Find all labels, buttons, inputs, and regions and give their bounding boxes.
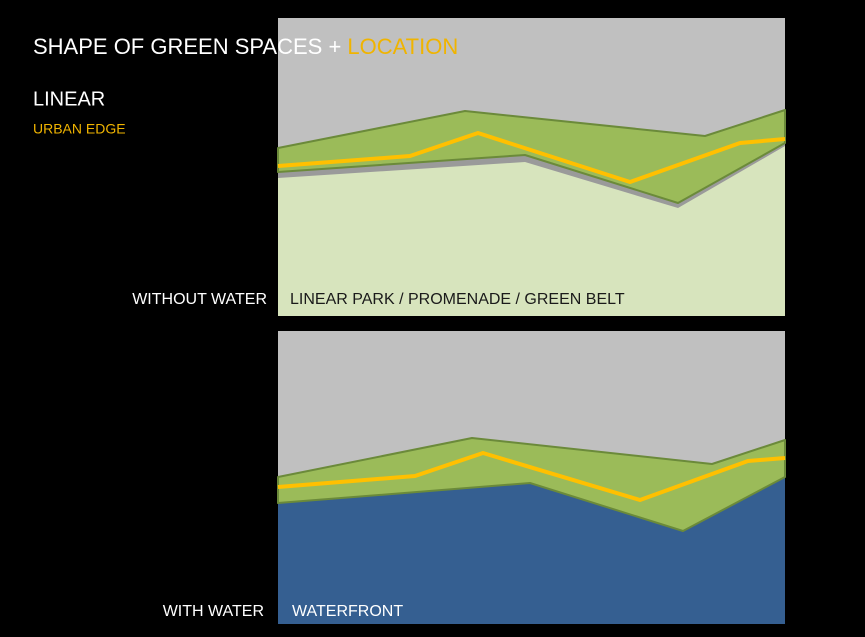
subheading: URBAN EDGE xyxy=(33,121,126,137)
edge-line xyxy=(277,131,786,184)
panel-caption: WATERFRONT xyxy=(292,603,403,620)
edge-line xyxy=(277,451,786,502)
panel-label: WITHOUT WATER xyxy=(132,291,267,308)
panel-label: WITH WATER xyxy=(163,603,264,620)
green-band xyxy=(277,109,786,204)
panel-with-water: WATERFRONT xyxy=(277,331,786,624)
panel-without-water: LINEAR PARK / PROMENADE / GREEN BELT xyxy=(277,18,786,316)
water xyxy=(278,477,785,624)
title-main: SHAPE OF GREEN SPACES + xyxy=(33,34,347,59)
title-highlight: LOCATION xyxy=(347,34,458,59)
green-band xyxy=(277,437,786,532)
subtitle: LINEAR xyxy=(33,88,105,110)
panel-caption: LINEAR PARK / PROMENADE / GREEN BELT xyxy=(290,291,625,308)
title: SHAPE OF GREEN SPACES + LOCATION xyxy=(33,34,458,59)
ground xyxy=(278,146,785,316)
